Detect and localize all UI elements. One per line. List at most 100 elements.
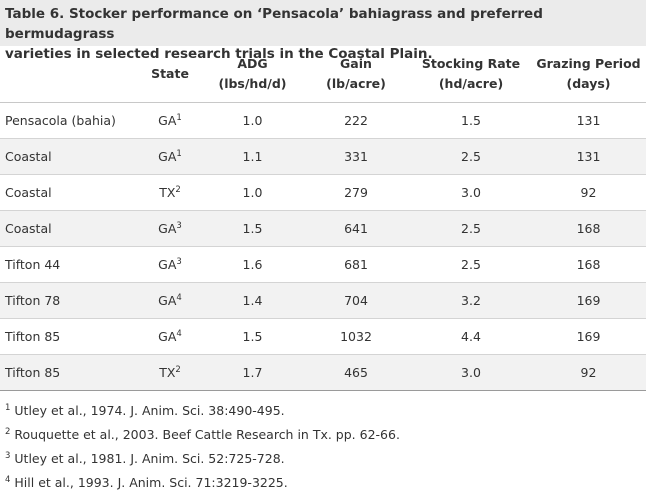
table-body: Pensacola (bahia) GA1 1.0 222 1.5 131 Co… [0,102,646,391]
state-cell: GA4 [136,318,204,355]
grazing-period-cell: 92 [531,354,646,391]
header-gain: Gain (lb/acre) [301,46,411,103]
adg-cell: 1.0 [204,102,301,139]
table-caption: Table 6. Stocker performance on ‘Pensaco… [0,0,646,62]
footnote-ref: 1 [176,113,182,123]
gain-cell: 681 [301,246,411,283]
header-stocking-unit: (hd/acre) [438,76,504,91]
gain-cell: 465 [301,354,411,391]
footnote-number: 2 [5,427,11,437]
gain-cell: 1032 [301,318,411,355]
footnote: 3 Utley et al., 1981. J. Anim. Sci. 52:7… [5,447,400,471]
table-header: State ADG (lbs/hd/d) Gain (lb/acre) Stoc… [0,46,646,103]
gain-cell: 641 [301,210,411,247]
footnote-ref: 4 [176,329,182,339]
adg-cell: 1.4 [204,282,301,319]
header-row: State ADG (lbs/hd/d) Gain (lb/acre) Stoc… [0,46,646,103]
footnote-text: Rouquette et al., 2003. Beef Cattle Rese… [14,427,400,442]
variety-cell: Coastal [0,174,136,211]
header-stocking-rate: Stocking Rate (hd/acre) [411,46,531,103]
state-cell: GA3 [136,246,204,283]
variety-cell: Pensacola (bahia) [0,102,136,139]
state-cell: GA4 [136,282,204,319]
gain-cell: 704 [301,282,411,319]
adg-cell: 1.5 [204,210,301,247]
footnote-text: Utley et al., 1981. J. Anim. Sci. 52:725… [14,451,285,466]
adg-cell: 1.1 [204,138,301,175]
state-code: GA [158,329,177,344]
grazing-period-cell: 169 [531,282,646,319]
footnote-ref: 4 [176,293,182,303]
footnote-ref: 2 [175,365,181,375]
stocking-rate-cell: 3.2 [411,282,531,319]
variety-cell: Coastal [0,138,136,175]
state-cell: GA1 [136,138,204,175]
gain-cell: 222 [301,102,411,139]
variety-cell: Tifton 78 [0,282,136,319]
stocker-performance-table: State ADG (lbs/hd/d) Gain (lb/acre) Stoc… [0,46,646,391]
table-row: Coastal GA1 1.1 331 2.5 131 [0,138,646,175]
variety-cell: Tifton 44 [0,246,136,283]
stocking-rate-cell: 4.4 [411,318,531,355]
header-gain-unit: (lb/acre) [326,76,386,91]
state-code: GA [158,149,177,164]
footnote-number: 3 [5,451,11,461]
caption-line-1: Table 6. Stocker performance on ‘Pensaco… [5,6,543,42]
state-code: TX [159,185,176,200]
grazing-period-cell: 168 [531,246,646,283]
footnotes: 1 Utley et al., 1974. J. Anim. Sci. 38:4… [5,399,400,495]
state-cell: TX2 [136,174,204,211]
footnote: 1 Utley et al., 1974. J. Anim. Sci. 38:4… [5,399,400,423]
stocking-rate-cell: 2.5 [411,210,531,247]
grazing-period-cell: 92 [531,174,646,211]
state-code: GA [158,221,177,236]
gain-cell: 331 [301,138,411,175]
adg-cell: 1.5 [204,318,301,355]
header-variety [0,46,136,103]
header-grazing-label: Grazing Period [536,56,641,71]
footnote-number: 1 [5,403,11,413]
footnote-ref: 2 [175,185,181,195]
footnote-text: Hill et al., 1993. J. Anim. Sci. 71:3219… [14,475,288,490]
table-row: Coastal GA3 1.5 641 2.5 168 [0,210,646,247]
variety-cell: Coastal [0,210,136,247]
header-stocking-label: Stocking Rate [421,56,521,71]
table-row: Pensacola (bahia) GA1 1.0 222 1.5 131 [0,102,646,139]
header-state: State [136,46,204,103]
stocking-rate-cell: 3.0 [411,174,531,211]
footnote-ref: 1 [176,149,182,159]
header-adg-label: ADG [237,56,268,71]
footnote-number: 4 [5,475,11,485]
state-cell: GA1 [136,102,204,139]
adg-cell: 1.0 [204,174,301,211]
state-code: GA [158,113,177,128]
table-row: Tifton 85 GA4 1.5 1032 4.4 169 [0,318,646,355]
footnote-text: Utley et al., 1974. J. Anim. Sci. 38:490… [14,403,285,418]
footnote-ref: 3 [176,221,182,231]
footnote-ref: 3 [176,257,182,267]
stocking-rate-cell: 2.5 [411,246,531,283]
footnote: 2 Rouquette et al., 2003. Beef Cattle Re… [5,423,400,447]
adg-cell: 1.7 [204,354,301,391]
header-grazing-period: Grazing Period (days) [531,46,646,103]
state-code: GA [158,257,177,272]
state-cell: GA3 [136,210,204,247]
grazing-period-cell: 169 [531,318,646,355]
grazing-period-cell: 131 [531,102,646,139]
table-row: Tifton 78 GA4 1.4 704 3.2 169 [0,282,646,319]
header-adg-unit: (lbs/hd/d) [218,76,287,91]
stocking-rate-cell: 3.0 [411,354,531,391]
table-row: Coastal TX2 1.0 279 3.0 92 [0,174,646,211]
header-adg: ADG (lbs/hd/d) [204,46,301,103]
variety-cell: Tifton 85 [0,354,136,391]
adg-cell: 1.6 [204,246,301,283]
gain-cell: 279 [301,174,411,211]
footnote: 4 Hill et al., 1993. J. Anim. Sci. 71:32… [5,471,400,495]
grazing-period-cell: 131 [531,138,646,175]
table-row: Tifton 85 TX2 1.7 465 3.0 92 [0,354,646,391]
stocking-rate-cell: 1.5 [411,102,531,139]
header-gain-label: Gain [340,56,372,71]
state-code: TX [159,365,176,380]
grazing-period-cell: 168 [531,210,646,247]
stocking-rate-cell: 2.5 [411,138,531,175]
